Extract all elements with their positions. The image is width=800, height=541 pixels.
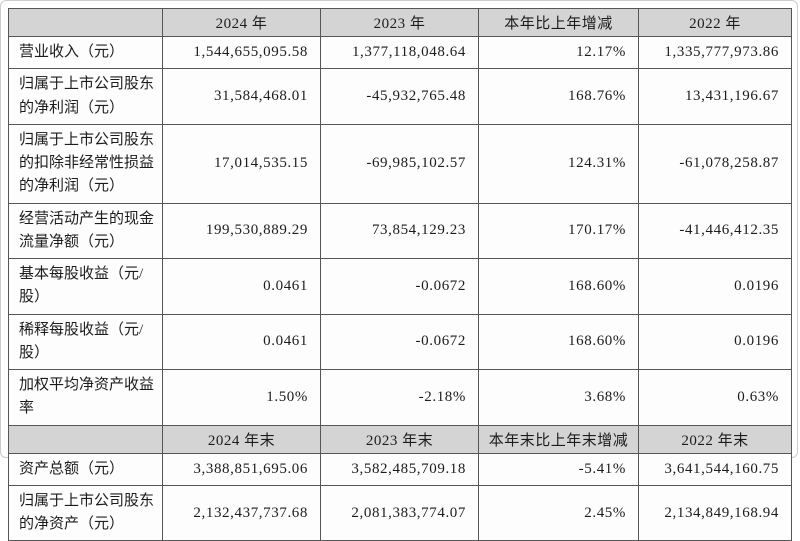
cell-yoy-change: 168.60% (478, 313, 639, 370)
row-label: 资产总额（元） (8, 452, 163, 486)
cell-2024: 199,530,889.29 (162, 202, 321, 259)
cell-2023: -0.0672 (320, 313, 479, 370)
cell-2022: 13,431,196.67 (638, 68, 792, 125)
header-corner-cell (8, 424, 163, 454)
cell-yoy-change: -5.41% (478, 452, 639, 486)
column-header-2022: 2022 年 (638, 8, 792, 37)
cell-2023: -45,932,765.48 (320, 68, 479, 125)
table-row-total-assets: 资产总额（元） 3,388,851,695.06 3,582,485,709.1… (8, 452, 792, 486)
table-row-operating-cash-flow: 经营活动产生的现金流量净额（元） 199,530,889.29 73,854,1… (8, 202, 792, 259)
column-header-2024: 2024 年 (162, 8, 321, 37)
financial-results-table: 2024 年 2023 年 本年比上年增减 2022 年 营业收入（元） 1,5… (8, 8, 792, 541)
cell-yoy-change: 12.17% (478, 35, 639, 70)
cell-yoy-change: 168.76% (478, 68, 639, 125)
column-header-2023-year-end: 2023 年末 (320, 424, 479, 454)
column-header-2024-year-end: 2024 年末 (162, 424, 321, 454)
cell-2024: 0.0461 (162, 258, 321, 315)
table-row-revenue: 营业收入（元） 1,544,655,095.58 1,377,118,048.6… (8, 35, 792, 70)
cell-yoy-change: 168.60% (478, 258, 639, 315)
cell-2024: 1.50% (162, 369, 321, 426)
row-label: 经营活动产生的现金流量净额（元） (8, 202, 163, 259)
row-label: 稀释每股收益（元/股） (8, 313, 163, 370)
table-header-annual: 2024 年 2023 年 本年比上年增减 2022 年 (8, 8, 792, 37)
cell-2022: 3,641,544,160.75 (638, 452, 792, 486)
row-label: 加权平均净资产收益率 (8, 369, 163, 426)
table-row-basic-eps: 基本每股收益（元/股） 0.0461 -0.0672 168.60% 0.019… (8, 258, 792, 315)
cell-2024: 0.0461 (162, 313, 321, 370)
cell-yoy-change: 170.17% (478, 202, 639, 259)
cell-yoy-change: 2.45% (478, 484, 639, 541)
cell-2023: 2,081,383,774.07 (320, 484, 479, 541)
row-label: 归属于上市公司股东的扣除非经常性损益的净利润（元） (8, 123, 163, 204)
cell-2023: -69,985,102.57 (320, 123, 479, 204)
cell-2023: 1,377,118,048.64 (320, 35, 479, 70)
row-label: 基本每股收益（元/股） (8, 258, 163, 315)
cell-2022: 0.0196 (638, 313, 792, 370)
cell-2022: -61,078,258.87 (638, 123, 792, 204)
cell-2023: 3,582,485,709.18 (320, 452, 479, 486)
column-header-yoy-change: 本年比上年增减 (478, 8, 639, 37)
table-row-net-assets: 归属于上市公司股东的净资产（元） 2,132,437,737.68 2,081,… (8, 484, 792, 541)
cell-2024: 17,014,535.15 (162, 123, 321, 204)
column-header-2022-year-end: 2022 年末 (638, 424, 792, 454)
header-corner-cell (8, 8, 163, 37)
table-row-net-profit: 归属于上市公司股东的净利润（元） 31,584,468.01 -45,932,7… (8, 68, 792, 125)
cell-2024: 2,132,437,737.68 (162, 484, 321, 541)
table-row-weighted-avg-roe: 加权平均净资产收益率 1.50% -2.18% 3.68% 0.63% (8, 369, 792, 426)
cell-2023: -0.0672 (320, 258, 479, 315)
cell-2022: 1,335,777,973.86 (638, 35, 792, 70)
cell-2024: 1,544,655,095.58 (162, 35, 321, 70)
cell-2024: 3,388,851,695.06 (162, 452, 321, 486)
table-row-diluted-eps: 稀释每股收益（元/股） 0.0461 -0.0672 168.60% 0.019… (8, 313, 792, 370)
cell-yoy-change: 124.31% (478, 123, 639, 204)
cell-2024: 31,584,468.01 (162, 68, 321, 125)
cell-yoy-change: 3.68% (478, 369, 639, 426)
cell-2023: 73,854,129.23 (320, 202, 479, 259)
row-label: 营业收入（元） (8, 35, 163, 70)
row-label: 归属于上市公司股东的净资产（元） (8, 484, 163, 541)
cell-2022: 0.0196 (638, 258, 792, 315)
table-row-net-profit-excl-nonrecurring: 归属于上市公司股东的扣除非经常性损益的净利润（元） 17,014,535.15 … (8, 123, 792, 204)
cell-2023: -2.18% (320, 369, 479, 426)
cell-2022: -41,446,412.35 (638, 202, 792, 259)
column-header-year-end-change: 本年末比上年末增减 (478, 424, 639, 454)
table-header-year-end: 2024 年末 2023 年末 本年末比上年末增减 2022 年末 (8, 424, 792, 454)
column-header-2023: 2023 年 (320, 8, 479, 37)
row-label: 归属于上市公司股东的净利润（元） (8, 68, 163, 125)
cell-2022: 0.63% (638, 369, 792, 426)
cell-2022: 2,134,849,168.94 (638, 484, 792, 541)
